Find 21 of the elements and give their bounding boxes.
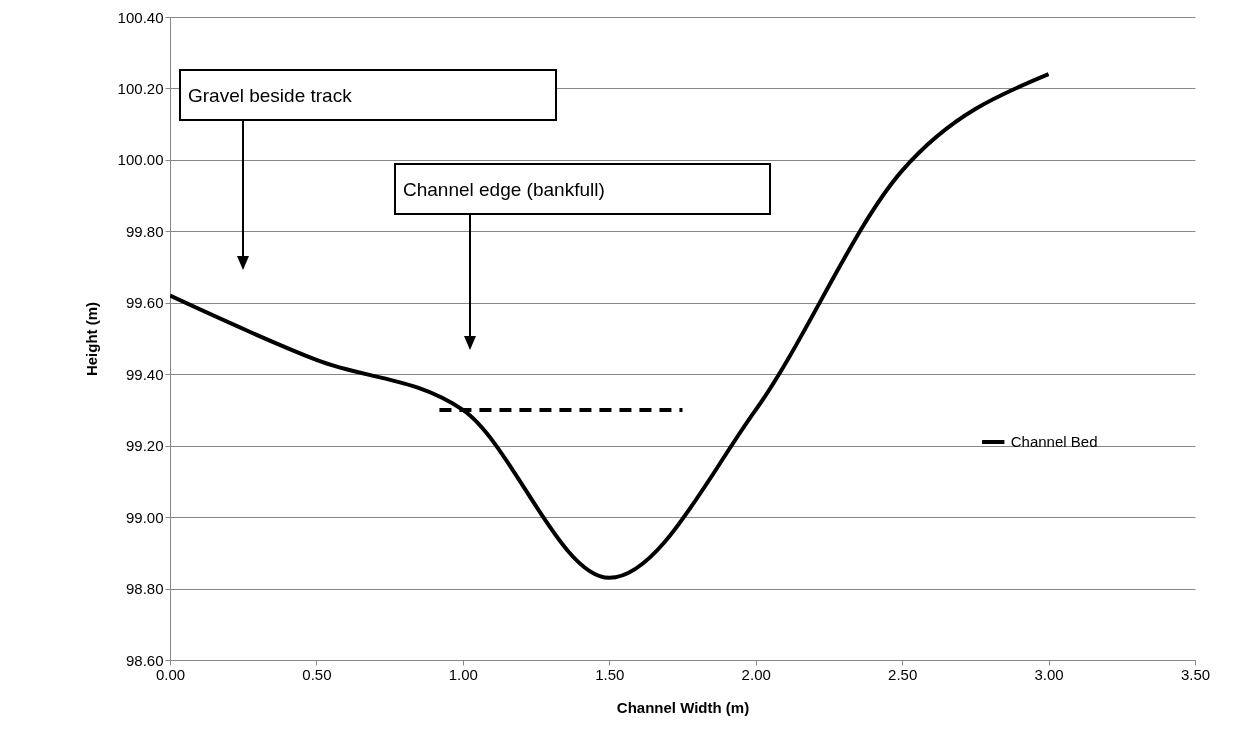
y-tick-label: 100.00 xyxy=(117,151,164,169)
x-tick-label: 3.50 xyxy=(1180,665,1211,683)
y-tick-label: 98.80 xyxy=(125,580,164,598)
y-tick-label: 99.40 xyxy=(125,365,164,383)
x-tick-label: 0.50 xyxy=(302,665,332,683)
x-tick-label: 2.00 xyxy=(741,665,771,683)
y-tick-label: 99.20 xyxy=(125,437,164,455)
legend-label: Channel Bed xyxy=(1010,433,1098,451)
annotation: Channel edge (bankfull) xyxy=(403,179,605,200)
x-tick-label: 2.50 xyxy=(888,665,918,683)
x-tick-label: 1.50 xyxy=(595,665,625,683)
y-tick-label: 99.60 xyxy=(125,294,164,312)
y-tick-label: 99.80 xyxy=(125,222,164,240)
x-tick-label: 3.00 xyxy=(1034,665,1064,683)
annotation: Gravel beside track xyxy=(188,85,353,106)
y-tick-label: 100.20 xyxy=(117,79,164,97)
x-tick-label: 1.00 xyxy=(448,665,478,683)
y-axis-title: Height (m) xyxy=(82,301,100,377)
y-tick-label: 99.00 xyxy=(125,508,164,526)
y-tick-label: 100.40 xyxy=(117,8,164,26)
x-axis-title: Channel Width (m) xyxy=(616,698,750,716)
